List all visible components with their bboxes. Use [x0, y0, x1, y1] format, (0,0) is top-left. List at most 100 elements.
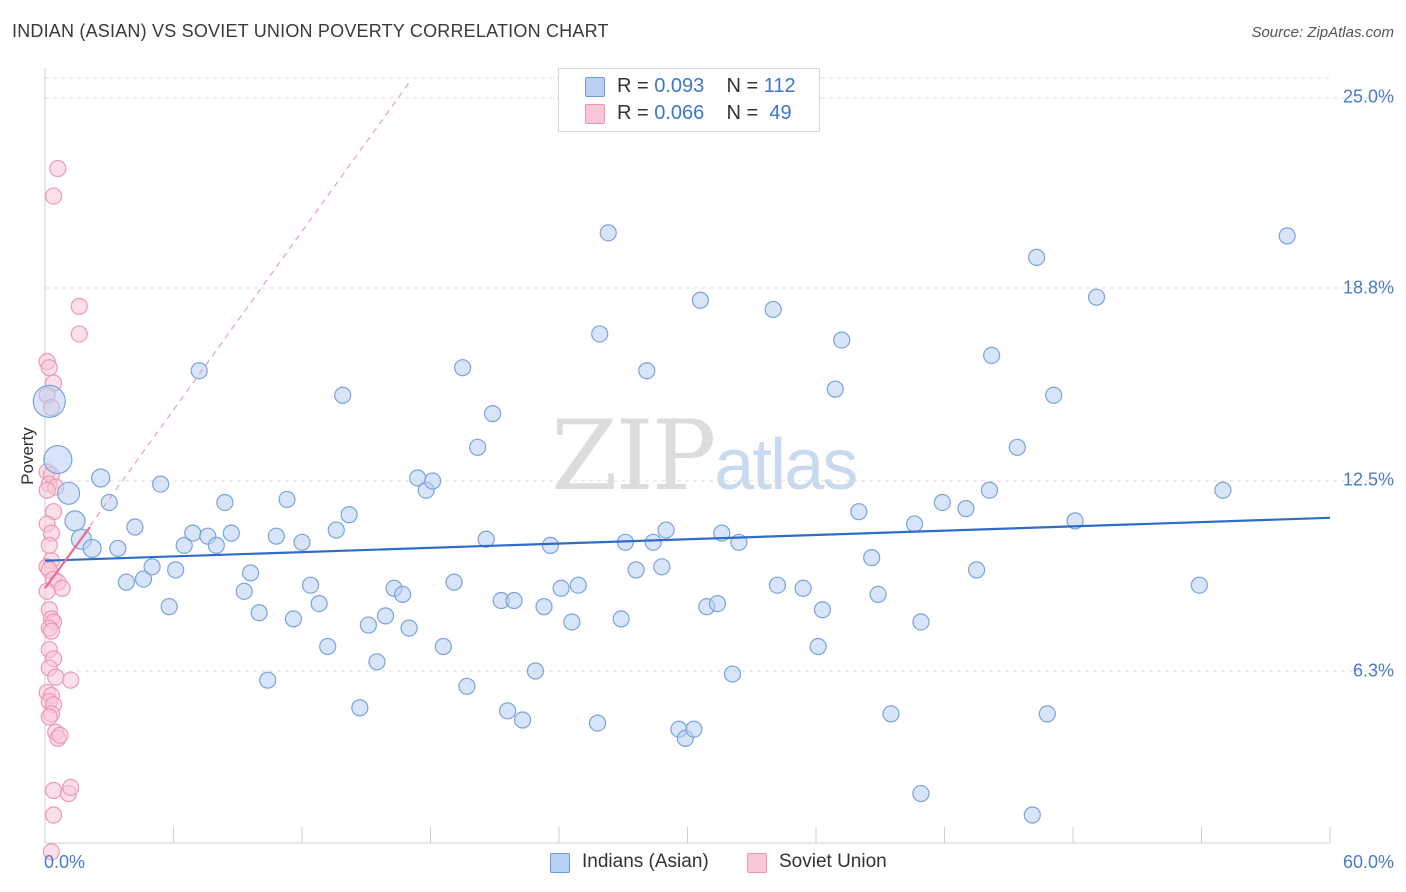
indians-asian-point — [685, 720, 703, 738]
indians-asian-point — [563, 613, 581, 631]
soviet-union-point — [42, 622, 61, 640]
indians-asian-point — [143, 558, 161, 576]
indians-asian-point — [319, 637, 337, 656]
indians-asian-point — [91, 468, 111, 488]
indians-asian-point — [513, 711, 532, 729]
correlation-legend: R = 0.093 N = 112 R = 0.066 N = 49 — [558, 68, 820, 132]
soviet-union-point — [40, 536, 58, 554]
indians-asian-point — [882, 705, 900, 723]
r-value: 0.093 — [654, 75, 705, 97]
chart-title: INDIAN (ASIAN) VS SOVIET UNION POVERTY C… — [12, 21, 609, 41]
r-label: R = — [617, 75, 655, 97]
indians-asian-point — [833, 331, 851, 349]
indians-asian-point — [905, 515, 924, 533]
soviet-union-point — [70, 325, 88, 343]
indians-asian-point — [340, 506, 358, 524]
soviet-union-point — [42, 843, 61, 861]
indians-asian-point — [768, 576, 787, 594]
n-value: 112 — [763, 75, 796, 97]
indians-asian-point — [368, 653, 386, 671]
soviet-union-point — [40, 359, 58, 377]
indians-asian-point — [190, 362, 208, 380]
y-tick-label: 18.8% — [1342, 277, 1394, 298]
legend-text: R = 0.093 N = 112 — [617, 75, 796, 98]
indians-asian-point — [301, 576, 320, 594]
y-axis-label: Poverty — [18, 427, 37, 485]
indians-asian-point — [869, 585, 887, 604]
indians-asian-point — [32, 384, 66, 418]
indians-asian-point — [708, 594, 727, 613]
x-tick-label-max: 60.0% — [1342, 852, 1394, 872]
indians-asian-point — [109, 539, 127, 558]
legend-label: Soviet Union — [779, 851, 887, 872]
x-tick-label-min: 0.0% — [44, 852, 86, 872]
indians-asian-point — [723, 665, 742, 683]
indians-asian-point — [1045, 386, 1063, 404]
y-tick-label: 25.0% — [1342, 86, 1394, 107]
indians-asian-point — [552, 579, 570, 597]
indians-asian-point — [980, 481, 999, 499]
indians-asian-point — [912, 784, 930, 803]
indians-asian-point — [957, 500, 975, 518]
soviet-union-trend-line — [44, 526, 91, 589]
indians-asian-point — [167, 561, 185, 579]
soviet-union-point — [38, 582, 56, 600]
indians-asian-point — [627, 561, 645, 579]
indians-asian-point — [588, 714, 607, 732]
indians-asian-point — [117, 573, 135, 591]
n-value: 49 — [769, 102, 792, 124]
soviet-union-point — [44, 806, 63, 824]
legend-swatch-blue — [550, 853, 570, 873]
y-tick-label: 12.5% — [1342, 469, 1394, 490]
n-label: N = — [726, 75, 764, 97]
trend-lines — [44, 82, 1331, 589]
indians-asian-point — [259, 671, 277, 689]
r-label: R = — [617, 102, 655, 124]
indians-asian-point — [535, 598, 553, 616]
legend-swatch-pink — [585, 104, 605, 124]
indians-asian-point — [499, 702, 517, 720]
indians-asian-point — [56, 481, 81, 505]
indians-asian-point — [64, 510, 86, 532]
indians-asian-point — [175, 536, 193, 554]
legend-label: Indians (Asian) — [582, 851, 709, 872]
indians-asian-point — [207, 536, 225, 554]
indians-asian-point — [469, 438, 487, 456]
indians-asian-point — [477, 530, 495, 548]
indians-asian-point — [863, 549, 881, 567]
indians-asian-point — [134, 570, 153, 588]
soviet-union-point — [62, 671, 80, 689]
indians-asian-point — [505, 591, 523, 610]
indians-asian-point — [334, 386, 352, 404]
indians-asian-point — [152, 475, 170, 493]
indians-asian-point — [850, 503, 868, 521]
indians-asian-point — [1008, 438, 1026, 456]
indians-asian-point — [400, 619, 418, 637]
indians-asian-point — [394, 585, 412, 604]
r-value: 0.066 — [654, 102, 705, 124]
watermark-atlas: atlas — [714, 425, 858, 505]
indians-asian-point — [278, 490, 296, 509]
indians-asian-point — [826, 380, 844, 398]
indians-asian-point — [653, 558, 671, 576]
watermark-zip: ZIP — [551, 400, 716, 512]
indians-asian-point — [1038, 705, 1056, 723]
indians-asian-point — [484, 405, 502, 423]
indians-asian-point — [458, 677, 476, 695]
indians-asian-point — [126, 518, 144, 536]
soviet-union-point — [49, 159, 67, 178]
indians-asian-points — [32, 224, 1296, 824]
indians-asian-point — [82, 538, 102, 559]
indians-asian-point — [293, 533, 311, 551]
indians-asian-point — [100, 493, 118, 512]
indians-asian-trend-line — [44, 516, 1331, 562]
indians-asian-point — [235, 582, 253, 600]
indians-asian-point — [454, 359, 472, 377]
indians-asian-point — [222, 524, 240, 542]
indians-asian-point — [691, 291, 709, 309]
indians-asian-point — [541, 536, 560, 554]
indians-asian-point — [216, 493, 234, 512]
indians-asian-point — [599, 224, 617, 242]
indians-asian-point — [310, 594, 328, 613]
